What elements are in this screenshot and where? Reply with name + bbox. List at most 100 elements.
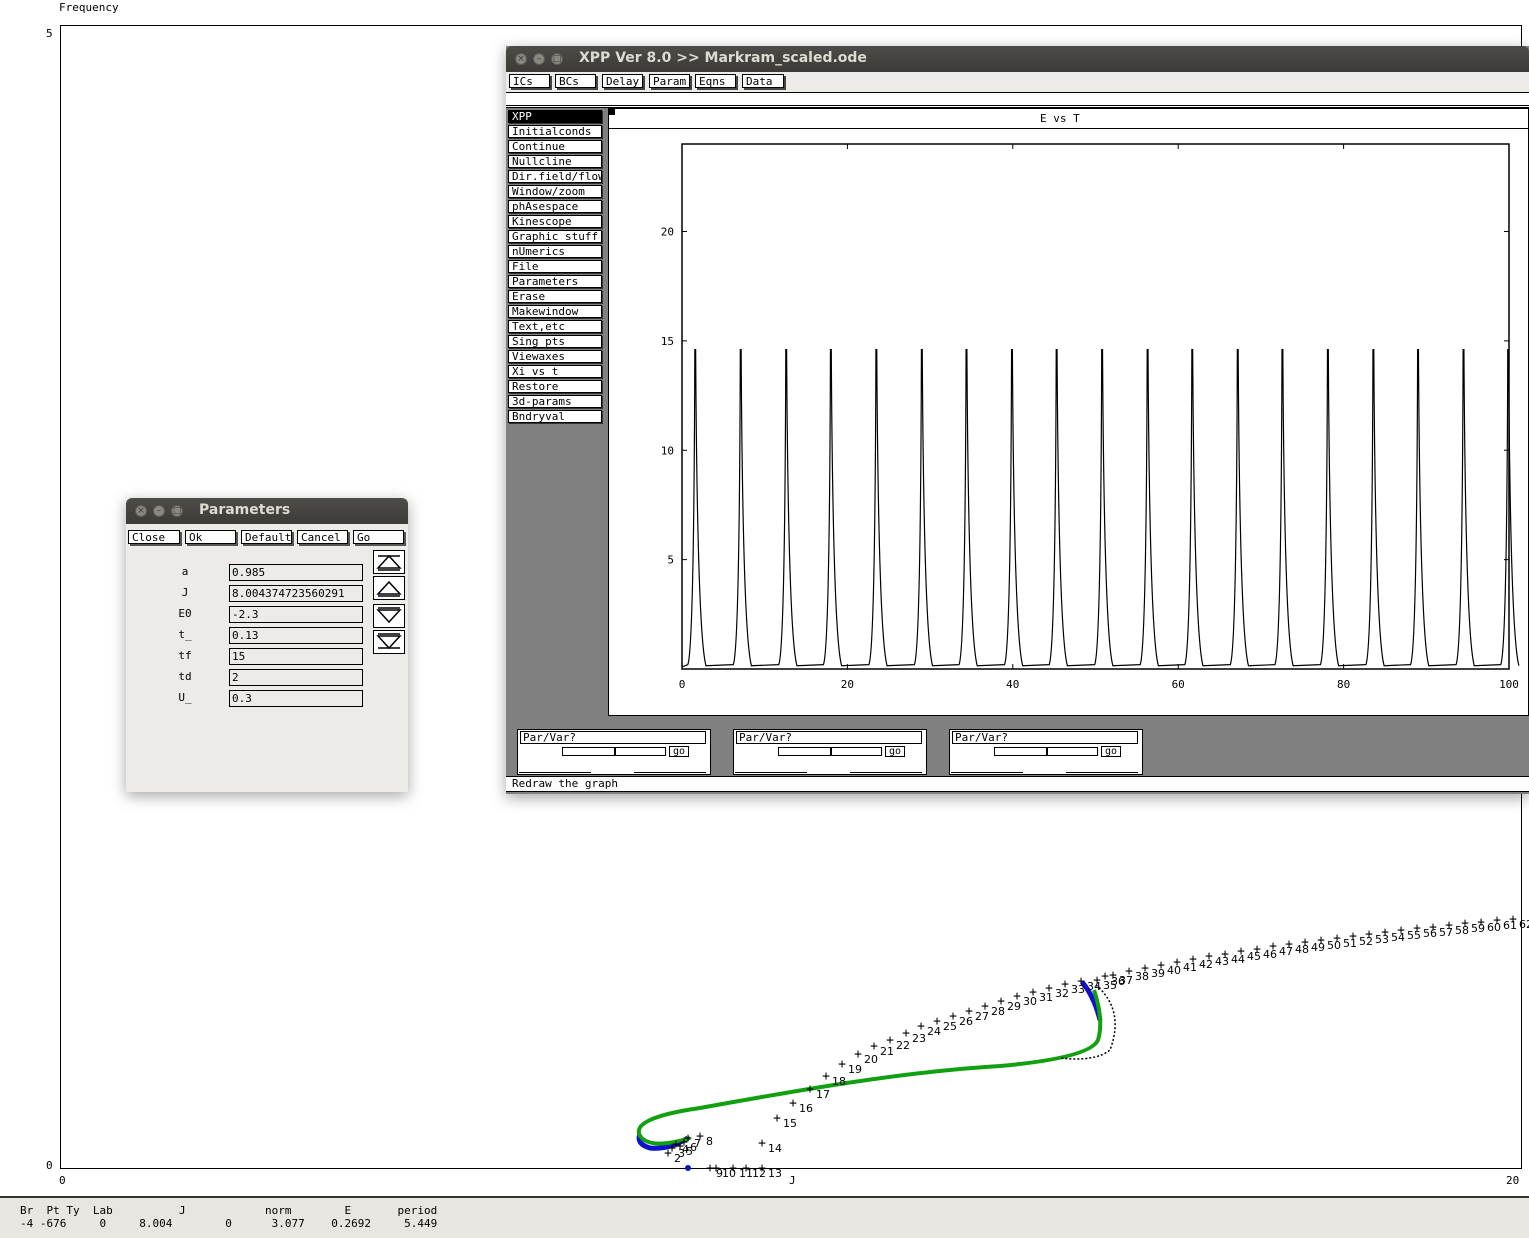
slider-1-go-button[interactable]: go <box>669 746 689 757</box>
branch-point-marker: + <box>1461 916 1469 931</box>
ok-button[interactable]: Ok <box>185 530 236 544</box>
close-button[interactable]: Close <box>128 530 180 544</box>
branch-point-marker: + <box>1013 989 1021 1004</box>
slider-3-max[interactable] <box>1066 760 1138 773</box>
branch-point-marker: + <box>870 1039 878 1054</box>
branch-point-marker: + <box>1253 942 1261 957</box>
stable-branch-low <box>636 1133 690 1151</box>
menu-item-text-etc[interactable]: Text,etc <box>508 320 602 333</box>
menu-item-parameters[interactable]: Parameters <box>508 275 602 288</box>
param-input-u[interactable]: 0.3 <box>229 690 363 707</box>
param-input-tf[interactable]: 15 <box>229 648 363 665</box>
slider-1-label[interactable]: Par/Var? <box>520 731 706 744</box>
command-line-input[interactable] <box>506 92 1529 108</box>
default-button[interactable]: Default <box>241 530 292 544</box>
param-input-j[interactable]: 8.004374723560291 <box>229 585 363 602</box>
parameters-titlebar[interactable]: × – □ Parameters <box>126 498 408 524</box>
menu-item-nullcline[interactable]: Nullcline <box>508 155 602 168</box>
menu-item-graphic-stuff[interactable]: Graphic stuff <box>508 230 602 243</box>
slider-2-max[interactable] <box>850 760 922 773</box>
branch-point-label: 16 <box>799 1102 813 1115</box>
slider-2-go-button[interactable]: go <box>885 746 905 757</box>
slider-2-min[interactable] <box>735 760 807 773</box>
close-icon[interactable]: × <box>135 505 147 517</box>
xpp-status-bar: Redraw the graph <box>506 776 1529 792</box>
slider-2-label[interactable]: Par/Var? <box>736 731 922 744</box>
menu-item-restore[interactable]: Restore <box>508 380 602 393</box>
branch-point-label: 38 <box>1135 970 1149 983</box>
menu-item-makewindow[interactable]: Makewindow <box>508 305 602 318</box>
arrow-down-icon[interactable] <box>373 604 405 628</box>
xpp-titlebar[interactable]: × – □ XPP Ver 8.0 >> Markram_scaled.ode <box>506 46 1529 72</box>
branch-point-label: 21 <box>880 1045 894 1058</box>
slider-3-thumb[interactable] <box>1046 747 1048 756</box>
slider-1-max[interactable] <box>634 760 706 773</box>
menu-item-3d-params[interactable]: 3d-params <box>508 395 602 408</box>
ics-button[interactable]: ICs <box>509 74 550 88</box>
menu-item-window-zoom[interactable]: Window/zoom <box>508 185 602 198</box>
branch-point-marker: + <box>1349 929 1357 944</box>
branch-point-label: 23 <box>912 1032 926 1045</box>
delay-button[interactable]: Delay <box>602 74 643 88</box>
branch-point-marker: + <box>1125 964 1133 979</box>
slider-3[interactable]: Par/Var? go <box>949 729 1143 775</box>
branch-point-marker: + <box>854 1047 862 1062</box>
branch-point-label: 7 <box>694 1137 701 1150</box>
maximize-icon[interactable]: □ <box>551 53 563 65</box>
branch-point-label: 22 <box>896 1039 910 1052</box>
menu-item-xpp[interactable]: XPP <box>508 110 602 123</box>
menu-item-initialconds[interactable]: Initialconds <box>508 125 602 138</box>
slider-1[interactable]: Par/Var? go <box>517 729 711 775</box>
slider-3-label[interactable]: Par/Var? <box>952 731 1138 744</box>
param-label-tf: tf <box>178 649 192 662</box>
menu-item-erase[interactable]: Erase <box>508 290 602 303</box>
cancel-button[interactable]: Cancel <box>297 530 348 544</box>
branch-point-marker: + <box>680 1135 688 1150</box>
menu-item-numerics[interactable]: nUmerics <box>508 245 602 258</box>
minimize-icon[interactable]: – <box>533 53 545 65</box>
go-button[interactable]: Go <box>353 530 404 544</box>
menu-item-sing-pts[interactable]: Sing pts <box>508 335 602 348</box>
param-button[interactable]: Param <box>649 74 690 88</box>
branch-point-label: 49 <box>1311 941 1325 954</box>
branch-point-marker: + <box>1205 949 1213 964</box>
branch-point-label: 56 <box>1423 927 1437 940</box>
slider-3-go-button[interactable]: go <box>1101 746 1121 757</box>
arrow-up-icon[interactable] <box>373 576 405 600</box>
branch-point-marker: + <box>886 1033 894 1048</box>
minimize-icon[interactable]: – <box>153 505 165 517</box>
menu-item-dir-field-flow[interactable]: Dir.field/flow <box>508 170 602 183</box>
param-input-td[interactable]: 2 <box>229 669 363 686</box>
page-down-icon[interactable] <box>373 630 405 654</box>
slider-1-min[interactable] <box>519 760 591 773</box>
menu-item-viewaxes[interactable]: Viewaxes <box>508 350 602 363</box>
branch-point-marker: + <box>1141 961 1149 976</box>
x-tick-label: 20 <box>841 678 854 691</box>
bcs-button[interactable]: BCs <box>555 74 596 88</box>
param-input-a[interactable]: 0.985 <box>229 564 363 581</box>
slider-3-min[interactable] <box>951 760 1023 773</box>
menu-item-file[interactable]: File <box>508 260 602 273</box>
data-button[interactable]: Data <box>742 74 784 88</box>
menu-item-continue[interactable]: Continue <box>508 140 602 153</box>
slider-1-thumb[interactable] <box>614 747 616 756</box>
graph-title: E vs T <box>1040 112 1080 125</box>
e-vs-t-chart: 0 20 40 60 80 100 5 10 15 20 <box>661 143 1520 691</box>
param-input-e0[interactable]: -2.3 <box>229 606 363 623</box>
slider-2-thumb[interactable] <box>830 747 832 756</box>
branch-point-marker: + <box>949 1009 957 1024</box>
menu-item-kinescope[interactable]: Kinescope <box>508 215 602 228</box>
slider-2[interactable]: Par/Var? go <box>733 729 927 775</box>
branch-point-marker: + <box>1093 973 1101 988</box>
branch-point-label: 4 <box>682 1143 689 1156</box>
maximize-icon[interactable]: □ <box>171 505 183 517</box>
eqns-button[interactable]: Eqns <box>695 74 736 88</box>
menu-item-bndryval[interactable]: Bndryval <box>508 410 602 423</box>
page-up-icon[interactable] <box>373 550 405 574</box>
menu-item-xi-vs-t[interactable]: Xi vs t <box>508 365 602 378</box>
close-icon[interactable]: × <box>515 53 527 65</box>
param-input-t[interactable]: 0.13 <box>229 627 363 644</box>
branch-point-label: 32 <box>1055 987 1069 1000</box>
branch-point-label: 25 <box>943 1020 957 1033</box>
menu-item-phasespace[interactable]: phAsespace <box>508 200 602 213</box>
